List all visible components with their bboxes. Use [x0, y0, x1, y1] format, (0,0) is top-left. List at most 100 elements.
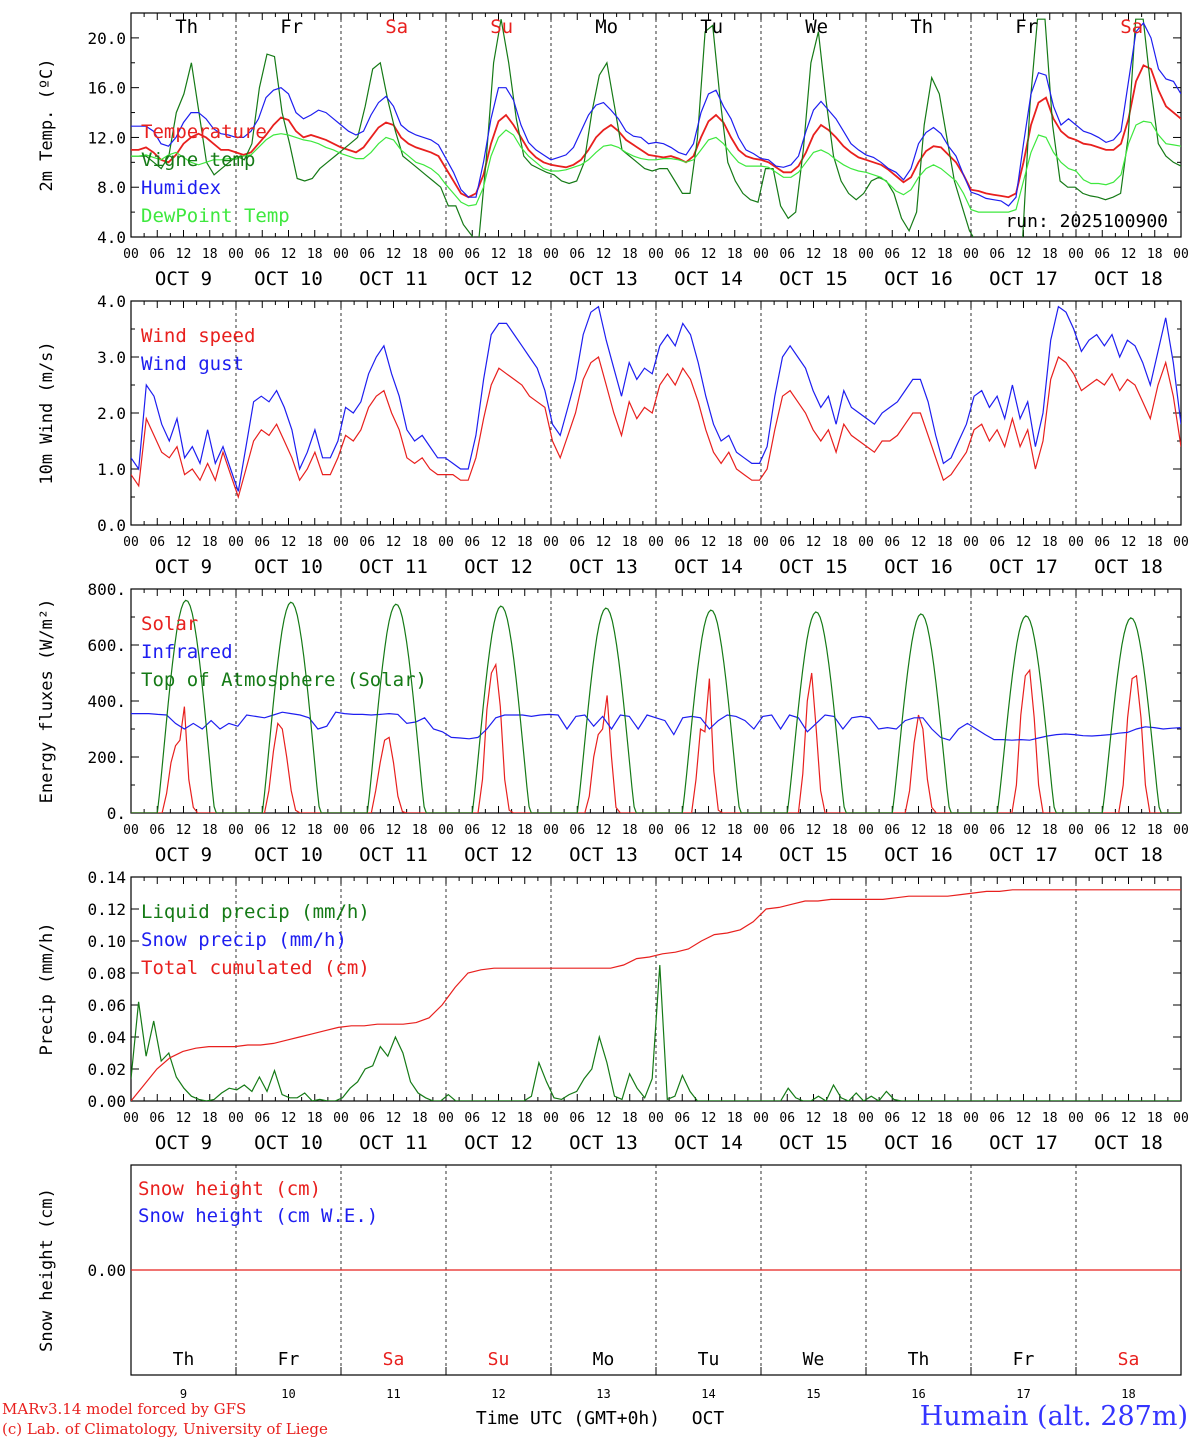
hour-tick-label: 12: [1016, 535, 1032, 550]
hour-tick-label: 00: [648, 535, 664, 550]
weekday-label: Sa: [1120, 16, 1143, 38]
hour-tick-label: 00: [438, 1111, 454, 1126]
y-tick-label: 4.0: [97, 228, 126, 247]
hour-tick-label: 06: [569, 1111, 585, 1126]
hour-tick-label: 18: [517, 1111, 533, 1126]
y-tick-label: 0.0: [97, 516, 126, 535]
date-label: OCT 10: [254, 556, 323, 578]
hour-tick-label: 18: [1147, 247, 1163, 262]
day-number-label: 16: [911, 1387, 925, 1401]
hour-tick-label: 12: [806, 247, 822, 262]
series-line-precip-2: [131, 889, 1181, 1101]
y-axis-label-snow: Snow height (cm): [37, 1188, 57, 1352]
hour-tick-label: 12: [1121, 247, 1137, 262]
hour-tick-label: 06: [359, 823, 375, 838]
day-number-label: 13: [596, 1387, 610, 1401]
date-label: OCT 9: [155, 556, 212, 578]
hour-tick-label: 06: [149, 823, 165, 838]
weekday-label-bottom: Th: [908, 1349, 930, 1370]
hour-tick-label: 18: [1147, 1111, 1163, 1126]
hour-tick-label: 06: [884, 247, 900, 262]
y-tick-label: 0.02: [87, 1060, 126, 1079]
hour-tick-label: 00: [333, 247, 349, 262]
date-label: OCT 18: [1094, 268, 1163, 290]
hour-tick-label: 06: [254, 1111, 270, 1126]
hour-tick-label: 18: [832, 823, 848, 838]
weekday-label: Sa: [385, 16, 408, 38]
date-label: OCT 11: [359, 268, 428, 290]
y-tick-label: 0.00: [87, 1261, 126, 1280]
hour-tick-label: 06: [1094, 1111, 1110, 1126]
hour-tick-label: 00: [123, 247, 139, 262]
hour-tick-label: 00: [333, 1111, 349, 1126]
hour-tick-label: 06: [254, 535, 270, 550]
date-label: OCT 16: [884, 268, 953, 290]
date-label: OCT 13: [569, 556, 638, 578]
date-label: OCT 14: [674, 556, 743, 578]
date-label: OCT 18: [1094, 556, 1163, 578]
hour-tick-label: 12: [701, 823, 717, 838]
hour-tick-label: 00: [753, 247, 769, 262]
hour-tick-label: 18: [202, 823, 218, 838]
hour-tick-label: 00: [543, 823, 559, 838]
hour-tick-label: 00: [123, 823, 139, 838]
hour-tick-label: 18: [517, 535, 533, 550]
y-tick-label: 0.04: [87, 1028, 126, 1047]
hour-tick-label: 00: [963, 247, 979, 262]
legend-entry-energy-0: Solar: [141, 613, 198, 635]
date-label: OCT 12: [464, 1132, 533, 1154]
hour-tick-label: 18: [517, 247, 533, 262]
y-tick-label: 12.0: [87, 128, 126, 147]
weekday-label-bottom: Fr: [278, 1349, 300, 1370]
date-label: OCT 16: [884, 556, 953, 578]
hour-tick-label: 00: [753, 823, 769, 838]
date-label: OCT 13: [569, 844, 638, 866]
date-label: OCT 11: [359, 844, 428, 866]
hour-tick-label: 06: [464, 1111, 480, 1126]
hour-tick-label: 18: [412, 823, 428, 838]
hour-tick-label: 00: [963, 535, 979, 550]
legend-entry-snow-0: Snow height (cm): [138, 1178, 321, 1200]
hour-tick-label: 00: [648, 1111, 664, 1126]
hour-tick-label: 06: [464, 247, 480, 262]
y-tick-label: 3.0: [97, 348, 126, 367]
hour-tick-label: 06: [674, 1111, 690, 1126]
date-label: OCT 13: [569, 1132, 638, 1154]
hour-tick-label: 12: [911, 247, 927, 262]
weekday-label: We: [805, 16, 828, 38]
hour-tick-label: 18: [1147, 535, 1163, 550]
hour-tick-label: 06: [779, 247, 795, 262]
legend-entry-snow-1: Snow height (cm W.E.): [138, 1205, 378, 1227]
model-credit: MARv3.14 model forced by GFS: [2, 1400, 247, 1418]
hour-tick-label: 12: [806, 823, 822, 838]
series-line-wind-1: [131, 305, 1181, 492]
weekday-label-bottom: Mo: [593, 1349, 615, 1370]
date-label: OCT 17: [989, 268, 1058, 290]
date-label: OCT 14: [674, 844, 743, 866]
hour-tick-label: 06: [674, 823, 690, 838]
legend-entry-temperature-1: Vigne temp: [141, 149, 255, 171]
weekday-label: Th: [175, 16, 198, 38]
hour-tick-label: 18: [832, 247, 848, 262]
hour-tick-label: 00: [1173, 535, 1189, 550]
hour-tick-label: 18: [1147, 823, 1163, 838]
hour-tick-label: 12: [701, 535, 717, 550]
hour-tick-label: 00: [858, 1111, 874, 1126]
hour-tick-label: 18: [622, 247, 638, 262]
hour-tick-label: 12: [806, 1111, 822, 1126]
day-number-label: 17: [1016, 1387, 1030, 1401]
hour-tick-label: 18: [307, 1111, 323, 1126]
date-label: OCT 15: [779, 268, 848, 290]
hour-tick-label: 12: [911, 1111, 927, 1126]
series-line-energy-1: [131, 711, 1181, 741]
date-label: OCT 15: [779, 1132, 848, 1154]
legend-entry-wind-1: Wind gust: [141, 353, 244, 375]
hour-tick-label: 12: [911, 823, 927, 838]
day-number-label: 14: [701, 1387, 715, 1401]
day-number-label: 15: [806, 1387, 820, 1401]
hour-tick-label: 00: [543, 535, 559, 550]
date-label: OCT 10: [254, 844, 323, 866]
hour-tick-label: 06: [1094, 247, 1110, 262]
hour-tick-label: 18: [1042, 247, 1058, 262]
